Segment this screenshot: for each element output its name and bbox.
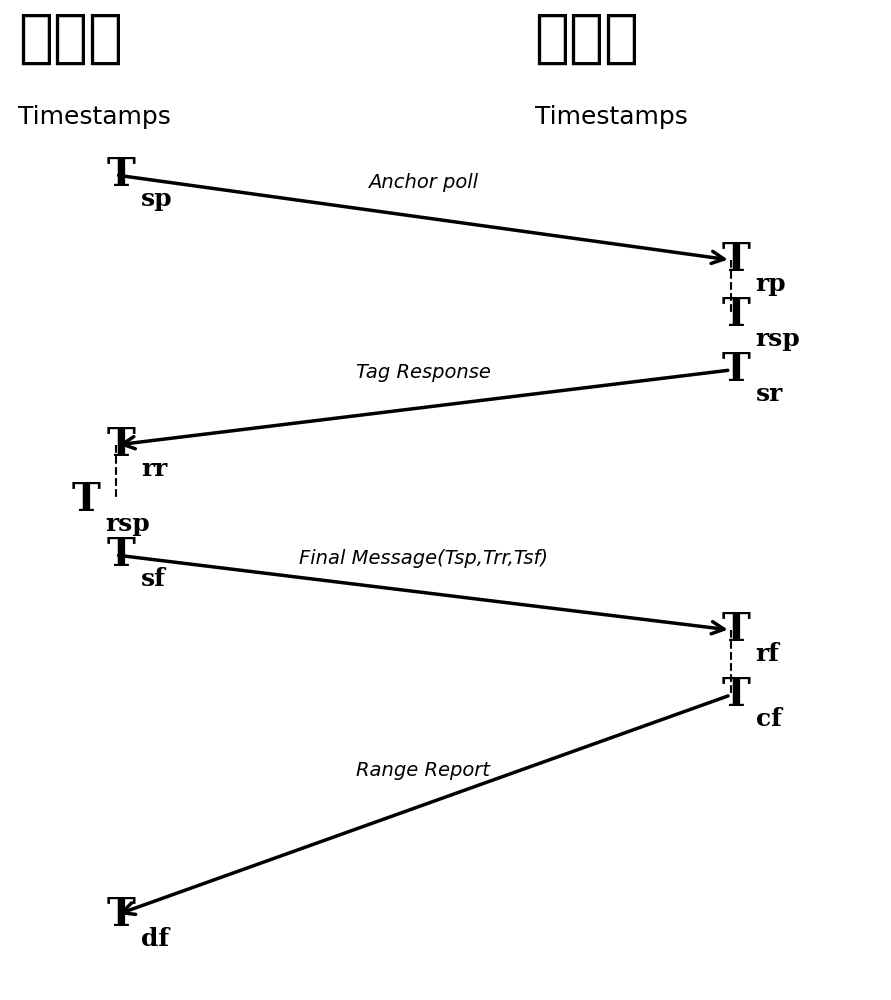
Text: Range Report: Range Report: [356, 761, 490, 780]
Text: Final Message(Tsp,Trr,Tsf): Final Message(Tsp,Trr,Tsf): [298, 548, 548, 568]
Text: T: T: [107, 536, 135, 574]
Text: sr: sr: [756, 382, 783, 406]
Text: T: T: [107, 156, 135, 194]
Text: sf: sf: [141, 567, 166, 591]
Text: Tag Response: Tag Response: [356, 363, 491, 382]
Text: Timestamps: Timestamps: [535, 105, 688, 129]
Text: rp: rp: [756, 272, 786, 296]
Text: Anchor poll: Anchor poll: [368, 174, 478, 192]
Text: 定位卡: 定位卡: [535, 10, 640, 67]
Text: T: T: [722, 241, 750, 279]
Text: T: T: [722, 611, 750, 649]
Text: cf: cf: [756, 707, 781, 731]
Text: rf: rf: [756, 642, 780, 666]
Text: sp: sp: [141, 187, 172, 211]
Text: Timestamps: Timestamps: [18, 105, 171, 129]
Text: df: df: [141, 927, 169, 951]
Text: T: T: [722, 296, 750, 334]
Text: T: T: [107, 426, 135, 464]
Text: rsp: rsp: [105, 512, 150, 536]
Text: rsp: rsp: [756, 327, 800, 351]
Text: rr: rr: [141, 457, 167, 481]
Text: 主射频: 主射频: [18, 10, 123, 67]
Text: T: T: [71, 481, 100, 519]
Text: T: T: [107, 896, 135, 934]
Text: T: T: [722, 351, 750, 389]
Text: T: T: [722, 676, 750, 714]
